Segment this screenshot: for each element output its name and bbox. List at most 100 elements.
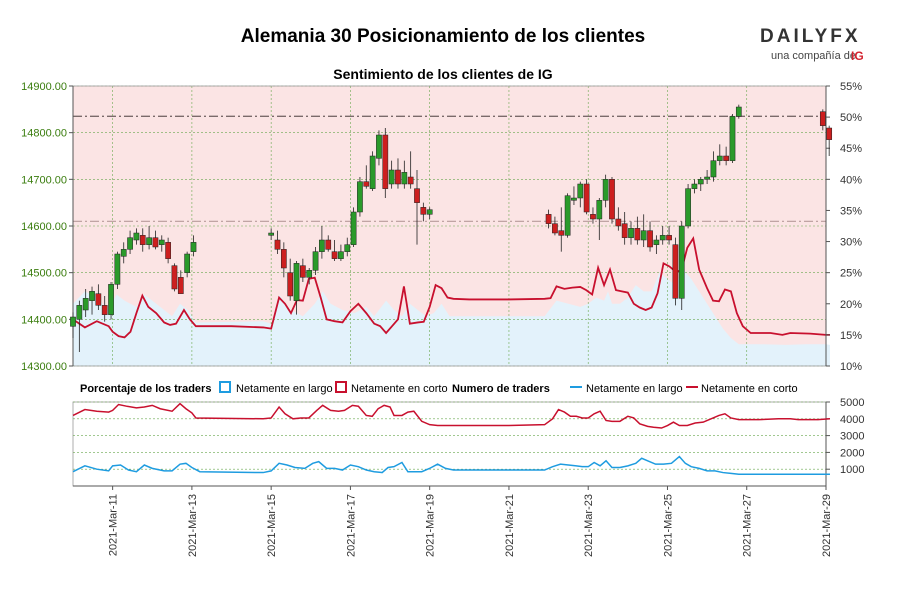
candle [108, 282, 114, 320]
candle-body [70, 316, 76, 327]
candle-body [395, 169, 401, 185]
pct-tick-label: 30% [840, 237, 862, 249]
candle-body [678, 225, 685, 299]
candle-body [583, 183, 590, 213]
candle [704, 170, 710, 184]
legend-pct-title: Porcentaje de los traders [80, 383, 211, 395]
candle-body [819, 111, 826, 126]
legend-num-long: Netamente en largo [586, 383, 683, 395]
candle [716, 144, 723, 166]
candle-body [76, 305, 83, 320]
chart-subtitle: Sentimiento de los clientes de IG [333, 66, 552, 82]
candle-body [184, 253, 190, 273]
candle-body [826, 127, 833, 140]
candle [401, 160, 408, 189]
candle [577, 181, 584, 208]
short-pct-line [72, 236, 830, 339]
date-tick-label: 2021-Mar-29 [821, 494, 833, 557]
count-tick-label: 3000 [840, 431, 864, 443]
candle-body [609, 179, 615, 220]
candle [325, 235, 332, 252]
candle [685, 184, 691, 229]
candle [268, 228, 275, 240]
candle-body [82, 298, 89, 311]
candle-body [420, 207, 427, 215]
long-count-line [72, 455, 830, 475]
pct-tick-label: 20% [840, 299, 862, 311]
candle [826, 125, 833, 156]
candle-body [146, 237, 152, 245]
candle [653, 235, 660, 254]
legend-pct-short-swatch [335, 381, 347, 393]
candle-body [615, 218, 622, 227]
legend: Porcentaje de los traders Netamente en l… [80, 381, 798, 395]
date-tick-label: 2021-Mar-15 [266, 494, 278, 557]
dailyfx-logo: DAILYFX una compañía de IG [760, 26, 864, 63]
candle-body [152, 237, 159, 248]
candle-body [735, 106, 742, 117]
candle [583, 179, 590, 215]
candle-body [319, 239, 325, 252]
candles [70, 104, 833, 352]
candle [678, 221, 685, 310]
date-tick-label: 2021-Mar-17 [345, 494, 357, 557]
candle [395, 158, 401, 189]
candle-body [165, 242, 171, 259]
main-panel [72, 85, 830, 486]
candle-body [331, 251, 338, 259]
candle-body [287, 272, 294, 297]
count-tick-label: 1000 [840, 464, 864, 476]
price-tick-label: 14700.00 [21, 174, 67, 186]
candle [331, 240, 338, 261]
candle [659, 226, 666, 245]
candle [729, 114, 736, 163]
date-tick-label: 2021-Mar-19 [425, 494, 437, 557]
candle [287, 258, 294, 301]
candle [558, 207, 565, 252]
candle [634, 216, 641, 245]
candle [647, 221, 653, 252]
candle-body [369, 155, 376, 189]
candle-body [382, 134, 389, 189]
count-tick-label: 4000 [840, 414, 864, 426]
candle-body [552, 223, 558, 234]
candle [414, 170, 420, 245]
candle [280, 242, 287, 278]
candle [274, 230, 281, 254]
candle [376, 130, 382, 166]
candle [545, 209, 552, 229]
candle [89, 286, 95, 315]
candle-body [177, 277, 184, 294]
candle [338, 244, 344, 261]
candle-body [280, 249, 287, 269]
candle-body [672, 244, 679, 299]
candle [571, 186, 577, 205]
candle-body [647, 230, 653, 248]
candle [306, 268, 313, 285]
candle-body [101, 305, 108, 315]
candle [76, 300, 83, 352]
candle-body [691, 183, 698, 189]
candle [177, 270, 184, 294]
candle-body [274, 239, 281, 250]
candle [602, 174, 609, 208]
candle-body [312, 251, 319, 271]
candle [426, 207, 433, 219]
date-tick-label: 2021-Mar-27 [742, 494, 754, 557]
candle [350, 207, 357, 247]
candle [564, 193, 571, 238]
date-tick-label: 2021-Mar-25 [662, 494, 674, 557]
price-tick-label: 14800.00 [21, 128, 67, 140]
candle-body [545, 214, 552, 224]
candle [120, 242, 127, 264]
candle [171, 263, 178, 292]
legend-pct-short: Netamente en corto [351, 383, 448, 395]
candle [184, 251, 190, 278]
price-tick-label: 14400.00 [21, 314, 67, 326]
price-tick-label: 14900.00 [21, 81, 67, 93]
candle [165, 237, 171, 264]
candle [127, 230, 133, 254]
logo-tagline: una compañía de [771, 50, 856, 62]
candle [640, 214, 647, 247]
legend-pct-long: Netamente en largo [236, 383, 333, 395]
